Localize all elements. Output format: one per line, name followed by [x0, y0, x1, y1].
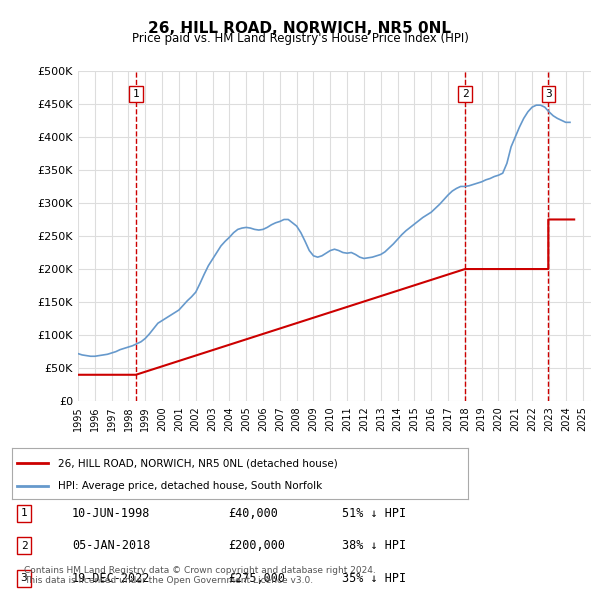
Text: 38% ↓ HPI: 38% ↓ HPI	[342, 539, 406, 552]
Text: 26, HILL ROAD, NORWICH, NR5 0NL: 26, HILL ROAD, NORWICH, NR5 0NL	[149, 21, 452, 35]
Text: Price paid vs. HM Land Registry's House Price Index (HPI): Price paid vs. HM Land Registry's House …	[131, 32, 469, 45]
Text: 35% ↓ HPI: 35% ↓ HPI	[342, 572, 406, 585]
Text: £275,000: £275,000	[228, 572, 285, 585]
Text: 2: 2	[20, 541, 28, 550]
Text: 3: 3	[545, 89, 551, 99]
Text: 26, HILL ROAD, NORWICH, NR5 0NL (detached house): 26, HILL ROAD, NORWICH, NR5 0NL (detache…	[58, 458, 337, 468]
Text: 05-JAN-2018: 05-JAN-2018	[72, 539, 151, 552]
Text: 1: 1	[133, 89, 139, 99]
Text: £200,000: £200,000	[228, 539, 285, 552]
Text: 2: 2	[461, 89, 469, 99]
Text: 10-JUN-1998: 10-JUN-1998	[72, 507, 151, 520]
Text: 3: 3	[20, 573, 28, 583]
Text: 19-DEC-2022: 19-DEC-2022	[72, 572, 151, 585]
Text: Contains HM Land Registry data © Crown copyright and database right 2024.
This d: Contains HM Land Registry data © Crown c…	[24, 566, 376, 585]
Text: £40,000: £40,000	[228, 507, 278, 520]
Text: 51% ↓ HPI: 51% ↓ HPI	[342, 507, 406, 520]
Text: 1: 1	[20, 509, 28, 518]
Text: HPI: Average price, detached house, South Norfolk: HPI: Average price, detached house, Sout…	[58, 481, 322, 491]
